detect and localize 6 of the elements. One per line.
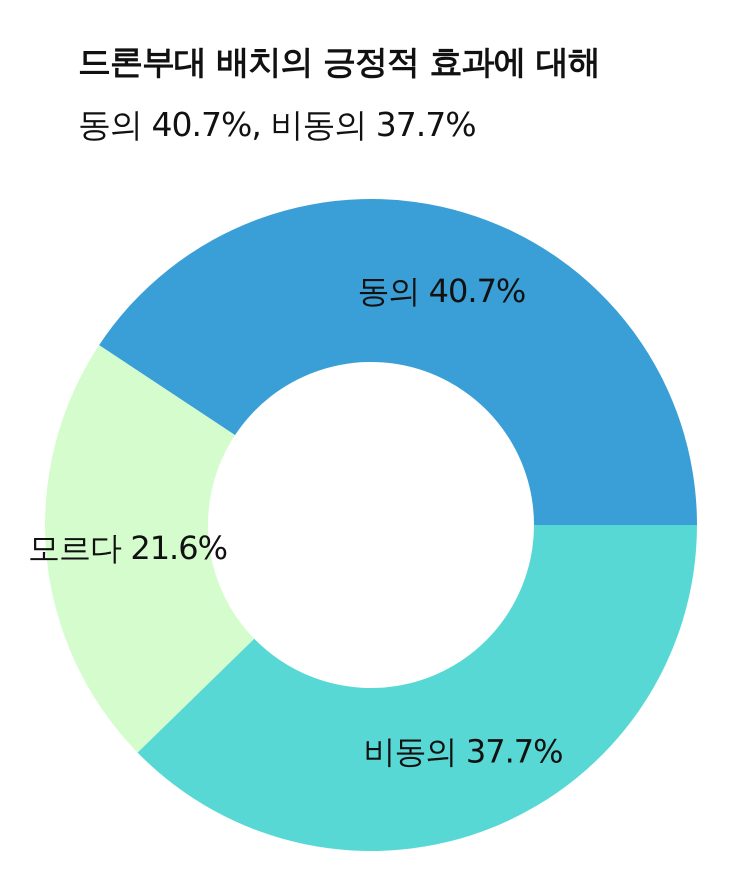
chart-subtitle: 동의 40.7%, 비동의 37.7%: [78, 104, 476, 146]
slice-label: 동의 40.7%: [358, 272, 526, 310]
donut-slice: [99, 199, 697, 525]
slice-label: 모르다 21.6%: [28, 529, 227, 568]
chart-title: 드론부대 배치의 긍정적 효과에 대해: [78, 41, 600, 83]
slice-label: 비동의 37.7%: [364, 732, 563, 770]
